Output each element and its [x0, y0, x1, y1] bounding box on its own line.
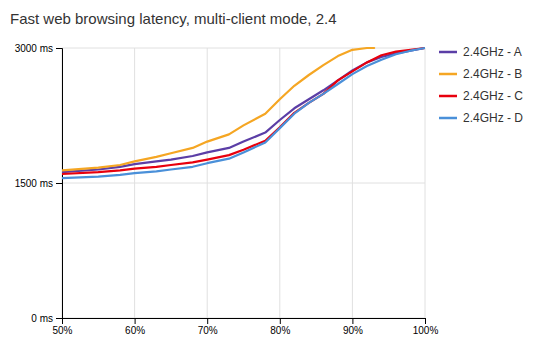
legend-item: 2.4GHz - B: [439, 67, 522, 81]
x-axis-tick: 80%: [270, 318, 290, 336]
legend-label: 2.4GHz - D: [463, 111, 523, 125]
x-axis: 50% 60% 70% 80% 90% 100%: [52, 318, 438, 336]
x-axis-tick: 90%: [343, 318, 363, 336]
chart: Fast web browsing latency, multi-client …: [0, 0, 550, 348]
y-axis-line: [56, 49, 63, 319]
grid: [62, 48, 425, 318]
x-axis-tick-mark: [425, 318, 426, 324]
y-axis-tick: 3000 ms: [15, 43, 62, 54]
y-axis: 0 ms 1500 ms 3000 ms: [15, 43, 63, 324]
plot: 50% 60% 70% 80% 90% 100% 0 ms 1500 ms 3000 ms 2.4…: [15, 43, 524, 336]
x-axis-line: [63, 319, 426, 325]
legend-label: 2.4GHz - C: [463, 89, 523, 103]
x-axis-tick-mark: [352, 318, 353, 324]
y-axis-tick-label: 3000 ms: [15, 43, 53, 54]
x-axis-tick-mark: [135, 318, 136, 324]
x-axis-tick-label: 100%: [413, 325, 439, 336]
legend-item: 2.4GHz - C: [439, 89, 523, 103]
x-axis-tick-label: 60%: [125, 325, 145, 336]
legend-label: 2.4GHz - A: [463, 45, 522, 59]
legend-swatch: [439, 117, 457, 120]
y-axis-tick: 0 ms: [31, 313, 62, 324]
series-line: [62, 48, 374, 170]
legend-swatch: [439, 51, 457, 54]
title: Fast web browsing latency, multi-client …: [10, 10, 337, 27]
x-axis-tick-label: 80%: [270, 325, 290, 336]
x-axis-tick-mark: [280, 318, 281, 324]
series-line: [62, 48, 425, 178]
grid-line-y: [62, 183, 425, 184]
legend-item: 2.4GHz - D: [439, 111, 523, 125]
y-axis-tick-mark: [56, 318, 62, 319]
x-axis-tick: 60%: [125, 318, 145, 336]
x-axis-tick: 100%: [413, 318, 439, 336]
x-axis-tick-label: 50%: [52, 325, 72, 336]
x-axis-tick-label: 70%: [198, 325, 218, 336]
legend-item: 2.4GHz - A: [439, 45, 522, 59]
x-axis-tick-label: 90%: [343, 325, 363, 336]
x-axis-tick: 50%: [52, 318, 72, 336]
legend-label: 2.4GHz - B: [463, 67, 522, 81]
y-axis-tick-label: 1500 ms: [15, 178, 53, 189]
legend-swatch: [439, 73, 457, 76]
y-axis-tick-mark: [56, 48, 62, 49]
y-axis-tick-label: 0 ms: [31, 313, 53, 324]
y-axis-tick-mark: [56, 183, 62, 184]
x-axis-tick: 70%: [198, 318, 218, 336]
series-line: [62, 48, 425, 174]
lines: [62, 48, 425, 178]
x-axis-tick-mark: [207, 318, 208, 324]
legend: 2.4GHz - A 2.4GHz - B 2.4GHz - C 2.4GHz - D: [439, 45, 523, 125]
y-axis-tick: 1500 ms: [15, 178, 62, 189]
legend-swatch: [439, 95, 457, 98]
